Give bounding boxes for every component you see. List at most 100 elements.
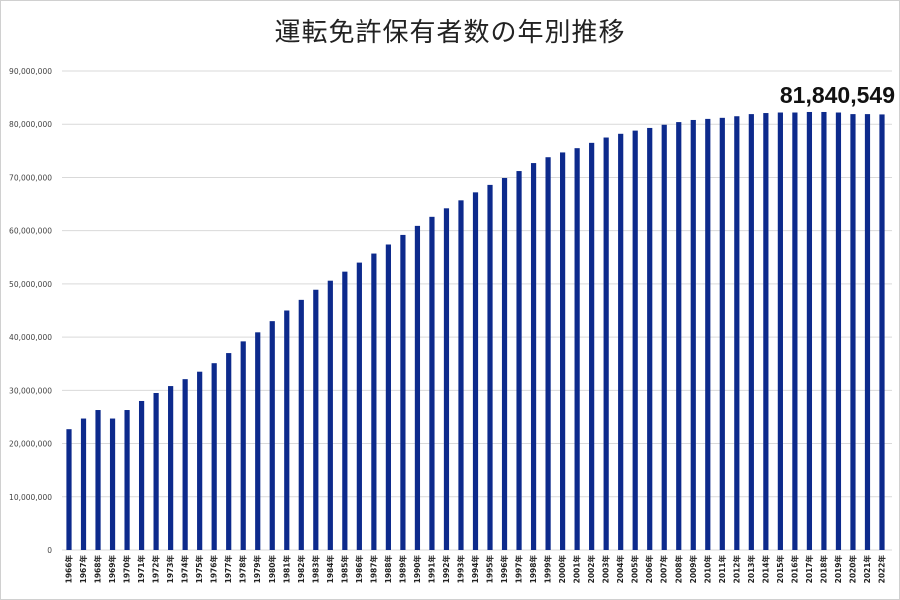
bar <box>400 234 406 550</box>
bar <box>255 332 261 550</box>
bar <box>574 148 580 550</box>
x-tick-label: 1995年 <box>485 555 495 584</box>
bar <box>356 262 362 550</box>
bar <box>472 192 479 550</box>
bar <box>298 299 304 550</box>
bar <box>371 253 377 550</box>
y-tick-label: 30,000,000 <box>9 386 52 395</box>
bar <box>313 289 319 550</box>
bar <box>734 116 740 550</box>
x-tick-label: 1980年 <box>267 555 277 584</box>
bar <box>443 208 450 550</box>
y-tick-label: 0 <box>47 546 52 555</box>
x-tick-label: 1981年 <box>281 555 291 584</box>
x-tick-label: 2017年 <box>804 555 814 584</box>
bar <box>864 114 871 551</box>
x-tick-label: 2012年 <box>731 555 741 584</box>
y-tick-label: 80,000,000 <box>9 120 52 129</box>
x-tick-label: 1976年 <box>209 555 219 584</box>
bar <box>661 124 667 550</box>
bar <box>705 118 711 551</box>
data-label: 81,840,549 <box>780 82 895 108</box>
bar <box>138 400 145 550</box>
bar <box>850 114 856 551</box>
x-tick-label: 2016年 <box>789 555 799 584</box>
bar <box>835 112 842 550</box>
bar <box>80 418 87 550</box>
x-tick-label: 1991年 <box>426 555 436 584</box>
x-tick-label: 1966年 <box>64 555 74 584</box>
bar <box>719 117 725 550</box>
bar <box>618 133 624 550</box>
x-tick-label: 1988年 <box>383 555 393 584</box>
bar <box>95 410 101 550</box>
bar <box>545 157 551 550</box>
x-tick-label: 2013年 <box>746 555 756 584</box>
bar <box>182 379 188 550</box>
x-tick-label: 2019年 <box>833 555 843 584</box>
x-tick-label: 2021年 <box>862 555 872 584</box>
x-tick-label: 1997年 <box>514 555 524 584</box>
x-tick-label: 2005年 <box>630 555 640 584</box>
bar <box>603 137 609 550</box>
x-tick-label: 1978年 <box>238 555 248 584</box>
x-tick-label: 1985年 <box>339 555 349 584</box>
x-tick-label: 1982年 <box>296 555 306 584</box>
bar <box>284 310 290 550</box>
x-tick-label: 2002年 <box>586 555 596 584</box>
x-tick-label: 1987年 <box>368 555 378 584</box>
bar <box>806 111 813 550</box>
bar <box>879 114 885 550</box>
bar <box>487 184 493 550</box>
x-tick-label: 2000年 <box>557 555 567 584</box>
bar <box>211 363 217 550</box>
bar <box>748 114 754 551</box>
x-tick-label: 2010年 <box>702 555 712 584</box>
bar <box>516 171 522 550</box>
x-tick-label: 1993年 <box>455 555 465 584</box>
bar <box>632 130 638 550</box>
x-tick-label: 1974年 <box>180 555 190 584</box>
x-tick-label: 1973年 <box>165 555 175 584</box>
x-tick-label: 1986年 <box>354 555 364 584</box>
y-tick-label: 60,000,000 <box>9 227 52 236</box>
x-tick-label: 1990年 <box>412 555 422 584</box>
x-tick-label: 1979年 <box>252 555 262 584</box>
x-tick-label: 1998年 <box>528 555 538 584</box>
x-tick-label: 1975年 <box>194 555 204 584</box>
bar <box>226 353 232 550</box>
y-tick-label: 90,000,000 <box>9 67 52 76</box>
x-tick-label: 1971年 <box>136 555 146 584</box>
x-tick-label: 1984年 <box>325 555 335 584</box>
x-tick-label: 1996年 <box>499 555 509 584</box>
bar <box>763 113 769 550</box>
bar <box>530 163 537 550</box>
bar <box>429 216 435 550</box>
bar <box>66 429 72 550</box>
bar <box>589 142 595 550</box>
y-tick-label: 70,000,000 <box>9 173 52 182</box>
bar <box>342 271 348 550</box>
x-tick-label: 2007年 <box>659 555 669 584</box>
bar <box>501 177 508 550</box>
x-tick-label: 2003年 <box>601 555 611 584</box>
x-tick-label: 1972年 <box>151 555 161 584</box>
x-tick-label: 2022年 <box>877 555 887 584</box>
x-tick-label: 1992年 <box>441 555 451 584</box>
x-tick-label: 1968年 <box>93 555 103 584</box>
bar <box>269 321 275 550</box>
bar <box>327 280 333 550</box>
x-tick-label: 2014年 <box>760 555 770 584</box>
x-tick-label: 1969年 <box>107 555 117 584</box>
y-tick-label: 50,000,000 <box>9 280 52 289</box>
x-tick-label: 2008年 <box>673 555 683 584</box>
x-tick-label: 2015年 <box>775 555 785 584</box>
x-tick-label: 2020年 <box>847 555 857 584</box>
bar <box>168 386 174 550</box>
x-tick-label: 1994年 <box>470 555 480 584</box>
x-tick-label: 2004年 <box>615 555 625 584</box>
bar <box>109 418 116 550</box>
x-tick-label: 1999年 <box>543 555 553 584</box>
bar <box>560 152 566 550</box>
